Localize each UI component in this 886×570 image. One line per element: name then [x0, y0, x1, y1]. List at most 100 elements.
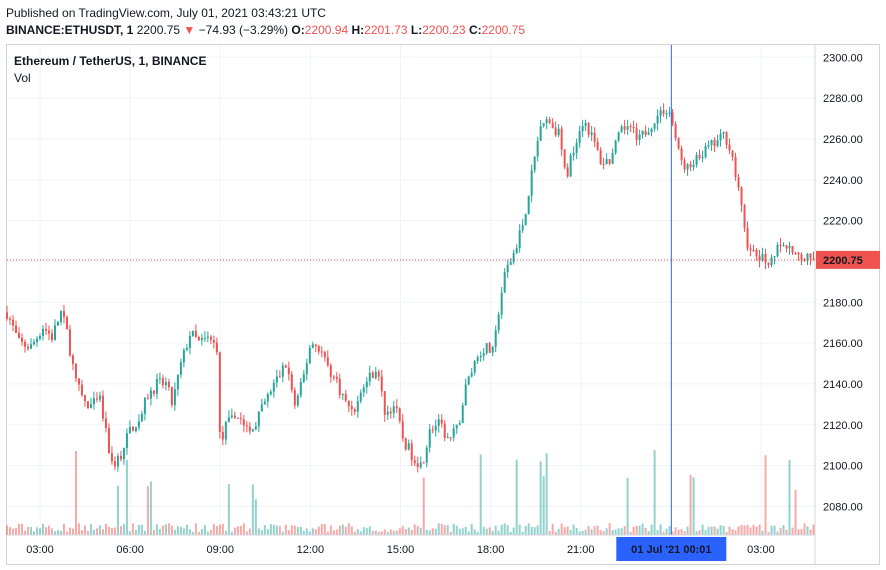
time-tick-label: 09:00 [206, 544, 234, 556]
candle-body [380, 376, 383, 392]
candle-body [344, 393, 347, 401]
volume-bar [86, 530, 89, 535]
candle-body [704, 145, 707, 157]
volume-bar [98, 525, 101, 535]
candle-body [548, 119, 551, 123]
candle-body [716, 140, 719, 147]
volume-bar [620, 528, 623, 535]
volume-bar [143, 530, 146, 535]
candle-body [191, 330, 194, 337]
candle-body [260, 404, 263, 412]
volume-bar [377, 531, 380, 535]
candle-body [404, 438, 407, 450]
candle-body [362, 387, 365, 393]
volume-bar [527, 523, 530, 535]
candle-body [77, 378, 80, 385]
volume-bar [56, 530, 59, 535]
time-axis[interactable]: 03:00 06:00 09:00 12:00 15:00 18:00 21:00 03:00 [26, 544, 774, 556]
candle-body [62, 311, 65, 318]
volume-bar [428, 530, 431, 535]
price-axis[interactable]: 2080.00 2100.00 2120.00 2140.00 2160.00 2180.… [823, 52, 863, 513]
volume-bar [446, 525, 449, 535]
volume-bar [11, 528, 14, 535]
volume-bar [464, 526, 467, 535]
chart-frame[interactable] [6, 44, 880, 565]
candle-body [242, 419, 245, 426]
candle-body [86, 401, 89, 409]
volume-bar [698, 530, 701, 535]
price-tick-label: 2260.00 [823, 134, 863, 146]
candle-body [464, 384, 467, 406]
volume-bar [161, 525, 164, 535]
candle-body [398, 408, 401, 422]
candle-body [638, 134, 641, 140]
candle-body [170, 387, 173, 406]
candle-body [338, 378, 341, 396]
candle-body [173, 389, 176, 406]
candle-body [41, 328, 44, 337]
volume-bar [722, 525, 725, 535]
candle-body [308, 347, 311, 364]
volume-bar [617, 528, 620, 535]
legend-title: Ethereum / TetherUS, 1, BINANCE [14, 54, 207, 68]
volume-bar [593, 526, 596, 535]
candle-body [686, 164, 689, 170]
candle-body [602, 163, 605, 165]
candle-body [302, 374, 305, 383]
candle-body [332, 376, 335, 378]
volume-bar [788, 459, 791, 535]
volume-bar [548, 531, 551, 535]
candle-body [56, 322, 59, 326]
candle-body [215, 342, 218, 353]
volume-bar [152, 529, 155, 535]
candle-body [428, 429, 431, 448]
volume-bar [287, 530, 290, 535]
candle-body [653, 123, 656, 129]
candle-body [695, 155, 698, 165]
volume-bar [683, 531, 686, 535]
open-label: O: [291, 23, 305, 37]
volume-bar [386, 531, 389, 535]
volume-bar [239, 525, 242, 535]
candle-body [383, 391, 386, 415]
candle-body [455, 424, 458, 429]
volume-bar [638, 525, 641, 535]
candle-body [287, 367, 290, 375]
candle-body [80, 384, 83, 396]
candle-body [437, 419, 440, 426]
volume-bar [776, 531, 779, 535]
volume-bar [230, 531, 233, 535]
low-value: 2200.23 [422, 23, 466, 37]
candle-body [482, 353, 485, 356]
volume-bar [95, 528, 98, 535]
volume-bar [89, 524, 92, 535]
volume-bar [305, 528, 308, 535]
volume-bar [554, 531, 557, 535]
volume-bar [482, 526, 485, 535]
volume-bar [455, 525, 458, 535]
price-tick-label: 2100.00 [823, 461, 863, 473]
volume-bar [566, 526, 569, 535]
volume-bar [530, 527, 533, 535]
volume-bar [134, 529, 137, 535]
time-tick-label: 15:00 [387, 544, 415, 556]
candle-body [596, 141, 599, 150]
candle-body [806, 253, 809, 261]
candle-body [251, 429, 254, 432]
volume-bar [347, 523, 350, 535]
volume-bar [188, 529, 191, 535]
volume-bar [290, 525, 293, 535]
volume-bar [119, 526, 122, 535]
volume-bar [320, 524, 323, 535]
candle-body [83, 395, 86, 402]
candle-body [6, 312, 8, 319]
candle-body [320, 351, 323, 353]
candle-body [563, 149, 566, 168]
volume-bar [83, 525, 86, 535]
candle-body [107, 427, 110, 453]
volume-bar [797, 529, 800, 535]
candle-body [575, 142, 578, 153]
price-tick-label: 2080.00 [823, 501, 863, 513]
volume-bar [449, 531, 452, 535]
